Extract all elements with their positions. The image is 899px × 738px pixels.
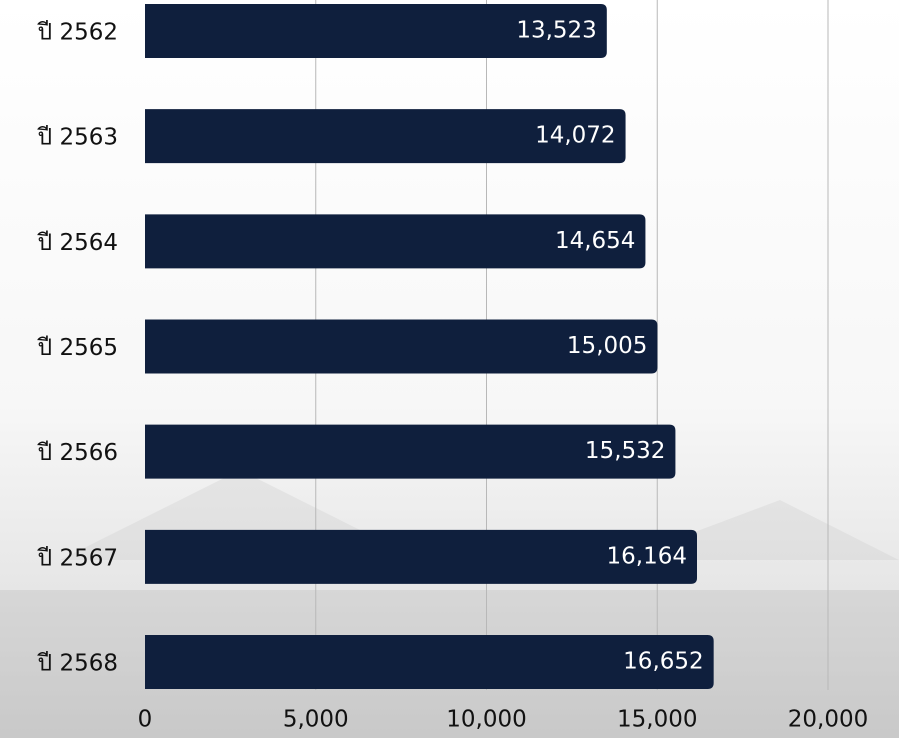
value-label: 14,072 (535, 123, 615, 149)
y-tick-label: ปี 2564 (37, 230, 118, 256)
x-tick-label: 0 (138, 707, 153, 733)
x-tick-label: 10,000 (446, 707, 526, 733)
y-tick-label: ปี 2566 (37, 440, 118, 466)
x-tick-label: 5,000 (283, 707, 349, 733)
x-tick-label: 15,000 (617, 707, 697, 733)
y-tick-label: ปี 2562 (37, 20, 118, 46)
value-label: 16,652 (623, 649, 703, 675)
chart: 0 5,000 10,000 15,000 20,000 ปี 2562 13,523 ปี … (0, 0, 899, 738)
y-tick-label: ปี 2565 (37, 335, 118, 361)
y-tick-label: ปี 2568 (37, 651, 118, 677)
y-tick-label: ปี 2563 (37, 125, 118, 151)
value-label: 13,523 (516, 18, 596, 44)
value-label: 14,654 (555, 228, 635, 254)
y-tick-label: ปี 2567 (37, 545, 118, 571)
value-label: 15,005 (567, 333, 647, 359)
background-decor (0, 470, 899, 738)
value-label: 16,164 (607, 543, 687, 569)
x-tick-label: 20,000 (788, 707, 868, 733)
value-label: 15,532 (585, 438, 665, 464)
